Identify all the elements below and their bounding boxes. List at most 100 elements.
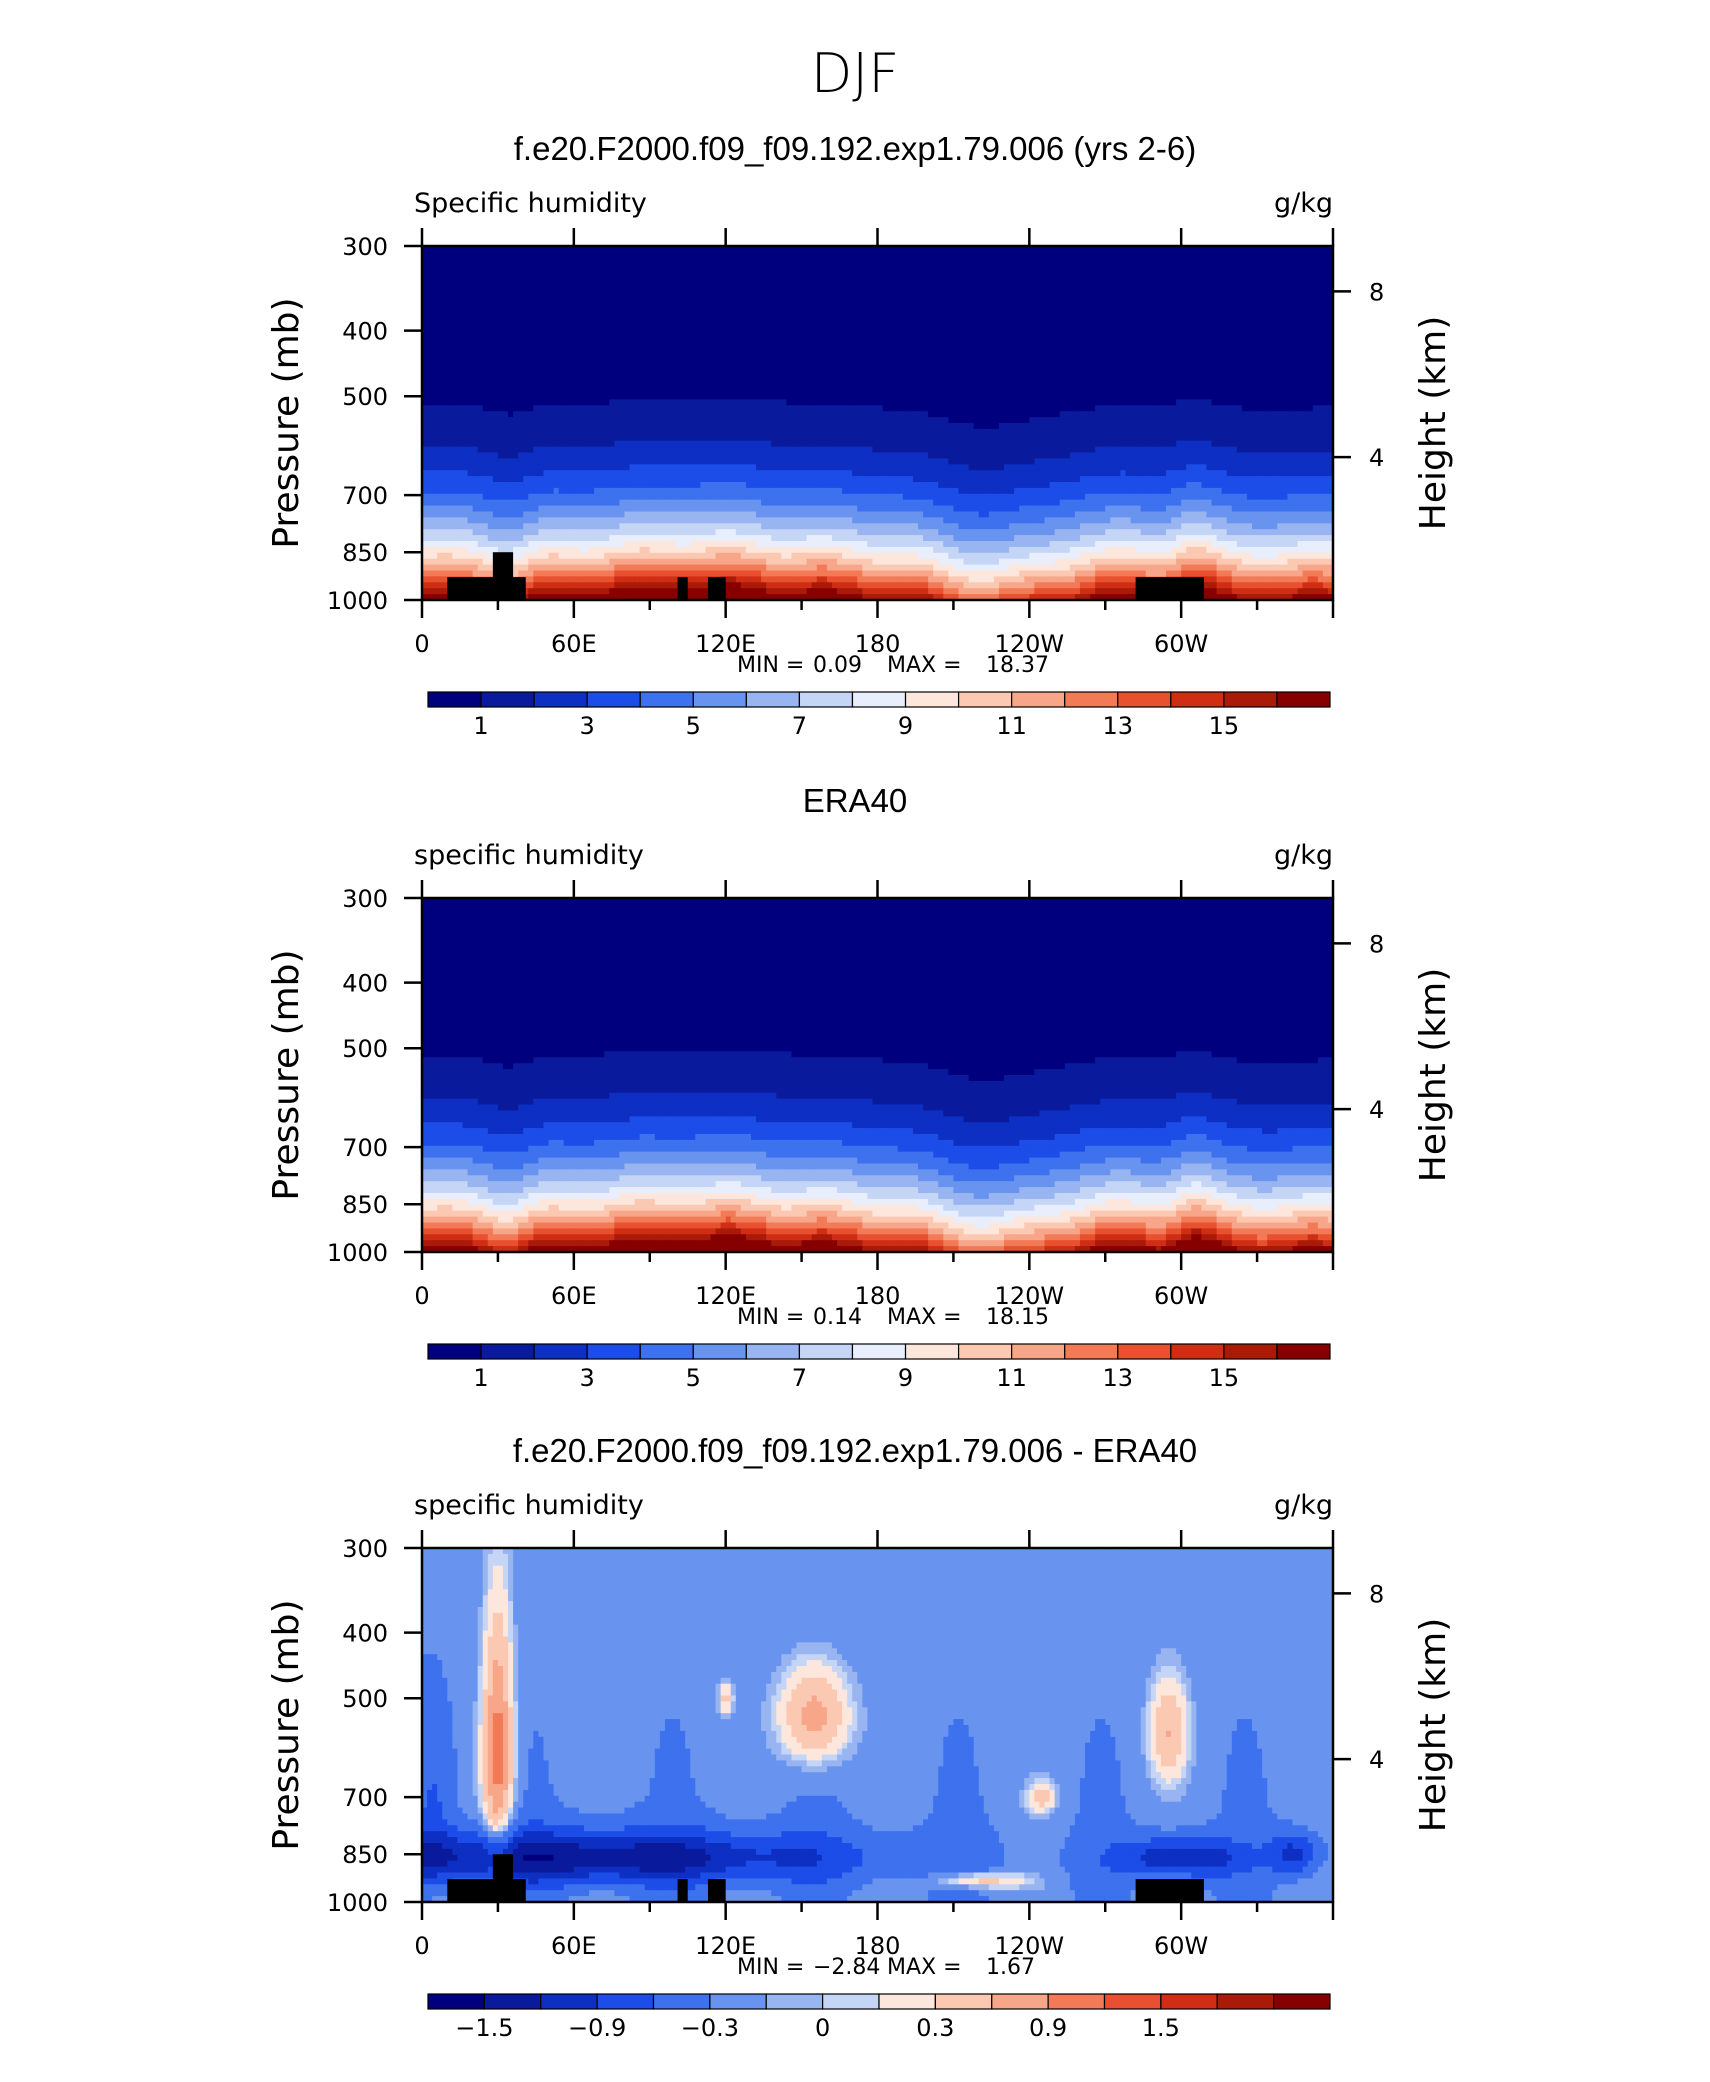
contour-cell: [1206, 281, 1213, 288]
contour-cell: [1115, 293, 1122, 300]
contour-cell: [933, 305, 939, 312]
contour-cell: [477, 381, 484, 389]
contour-cell: [654, 375, 661, 383]
contour-cell: [897, 269, 904, 277]
contour-cell: [578, 257, 585, 265]
contour-cell: [705, 328, 712, 336]
contour-cell: [609, 287, 615, 294]
contour-cell: [467, 405, 474, 412]
contour-cell: [609, 257, 615, 265]
contour-cell: [1034, 346, 1041, 353]
contour-cell: [492, 316, 499, 324]
contour-cell: [1059, 369, 1066, 377]
contour-cell: [928, 310, 934, 318]
contour-cell: [720, 299, 727, 306]
contour-cell: [695, 287, 701, 294]
contour-cell: [1069, 393, 1076, 400]
contour-cell: [558, 287, 565, 294]
contour-cell: [1236, 251, 1243, 259]
contour-cell: [422, 381, 428, 389]
contour-cell: [1211, 316, 1218, 324]
contour-cell: [624, 322, 631, 330]
contour-cell: [548, 246, 555, 253]
contour-cell: [1186, 369, 1192, 377]
contour-cell: [1322, 328, 1329, 336]
contour-cell: [619, 310, 626, 318]
contour-cell: [1165, 328, 1172, 336]
contour-cell: [695, 358, 701, 365]
contour-cell: [452, 405, 459, 412]
contour-cell: [1105, 287, 1111, 294]
contour-cell: [715, 369, 722, 377]
contour-cell: [1140, 251, 1147, 259]
contour-cell: [917, 246, 924, 253]
contour-cell: [973, 310, 980, 318]
contour-cell: [497, 281, 504, 288]
contour-cell: [882, 310, 889, 318]
contour-cell: [578, 334, 585, 341]
contour-cell: [842, 293, 848, 300]
contour-cell: [502, 328, 509, 336]
contour-cell: [669, 334, 676, 341]
contour-cell: [1327, 275, 1334, 282]
contour-cell: [917, 310, 924, 318]
contour-cell: [1176, 263, 1182, 271]
contour-cell: [745, 387, 752, 395]
contour-cell: [847, 246, 853, 253]
contour-cell: [1322, 352, 1329, 359]
contour-cell: [1317, 246, 1324, 253]
contour-cell: [1307, 387, 1314, 395]
contour-cell: [497, 316, 504, 324]
contour-cell: [923, 328, 929, 336]
contour-cell: [659, 275, 666, 282]
contour-cell: [457, 310, 464, 318]
contour-cell: [948, 340, 955, 347]
contour-cell: [725, 299, 732, 306]
contour-cell: [669, 381, 676, 389]
contour-cell: [634, 257, 641, 265]
contour-cell: [1125, 275, 1132, 282]
contour-cell: [1262, 334, 1268, 341]
contour-cell: [1257, 352, 1263, 359]
contour-cell: [877, 352, 884, 359]
contour-cell: [735, 263, 742, 271]
contour-cell: [1262, 381, 1268, 389]
contour-cell: [907, 246, 914, 253]
contour-cell: [978, 334, 985, 341]
contour-cell: [1004, 269, 1010, 277]
contour-cell: [1054, 251, 1061, 259]
contour-cell: [609, 316, 615, 324]
contour-cell: [594, 263, 600, 271]
contour-cell: [538, 269, 545, 277]
contour-cell: [422, 287, 428, 294]
contour-cell: [1191, 251, 1197, 259]
contour-cell: [983, 263, 990, 271]
contour-cell: [1236, 352, 1243, 359]
contour-cell: [1079, 387, 1086, 395]
contour-cell: [993, 287, 1000, 294]
contour-cell: [756, 358, 762, 365]
contour-cell: [730, 334, 737, 341]
contour-cell: [1221, 387, 1228, 395]
contour-cell: [897, 346, 904, 353]
contour-cell: [1044, 346, 1051, 353]
contour-cell: [619, 299, 626, 306]
contour-cell: [649, 328, 656, 336]
contour-cell: [1024, 305, 1030, 312]
contour-cell: [629, 251, 636, 259]
contour-cell: [1287, 287, 1294, 294]
contour-cell: [720, 334, 727, 341]
contour-cell: [629, 293, 636, 300]
contour-cell: [1009, 387, 1015, 395]
contour-cell: [1049, 334, 1056, 341]
contour-cell: [614, 251, 620, 259]
contour-cell: [528, 305, 534, 312]
contour-cell: [786, 340, 793, 347]
contour-cell: [497, 305, 504, 312]
contour-cell: [1287, 381, 1294, 389]
contour-cell: [1241, 381, 1248, 389]
contour-cell: [1262, 322, 1268, 330]
contour-cell: [1322, 275, 1329, 282]
contour-cell: [634, 246, 641, 253]
contour-cell: [791, 281, 798, 288]
